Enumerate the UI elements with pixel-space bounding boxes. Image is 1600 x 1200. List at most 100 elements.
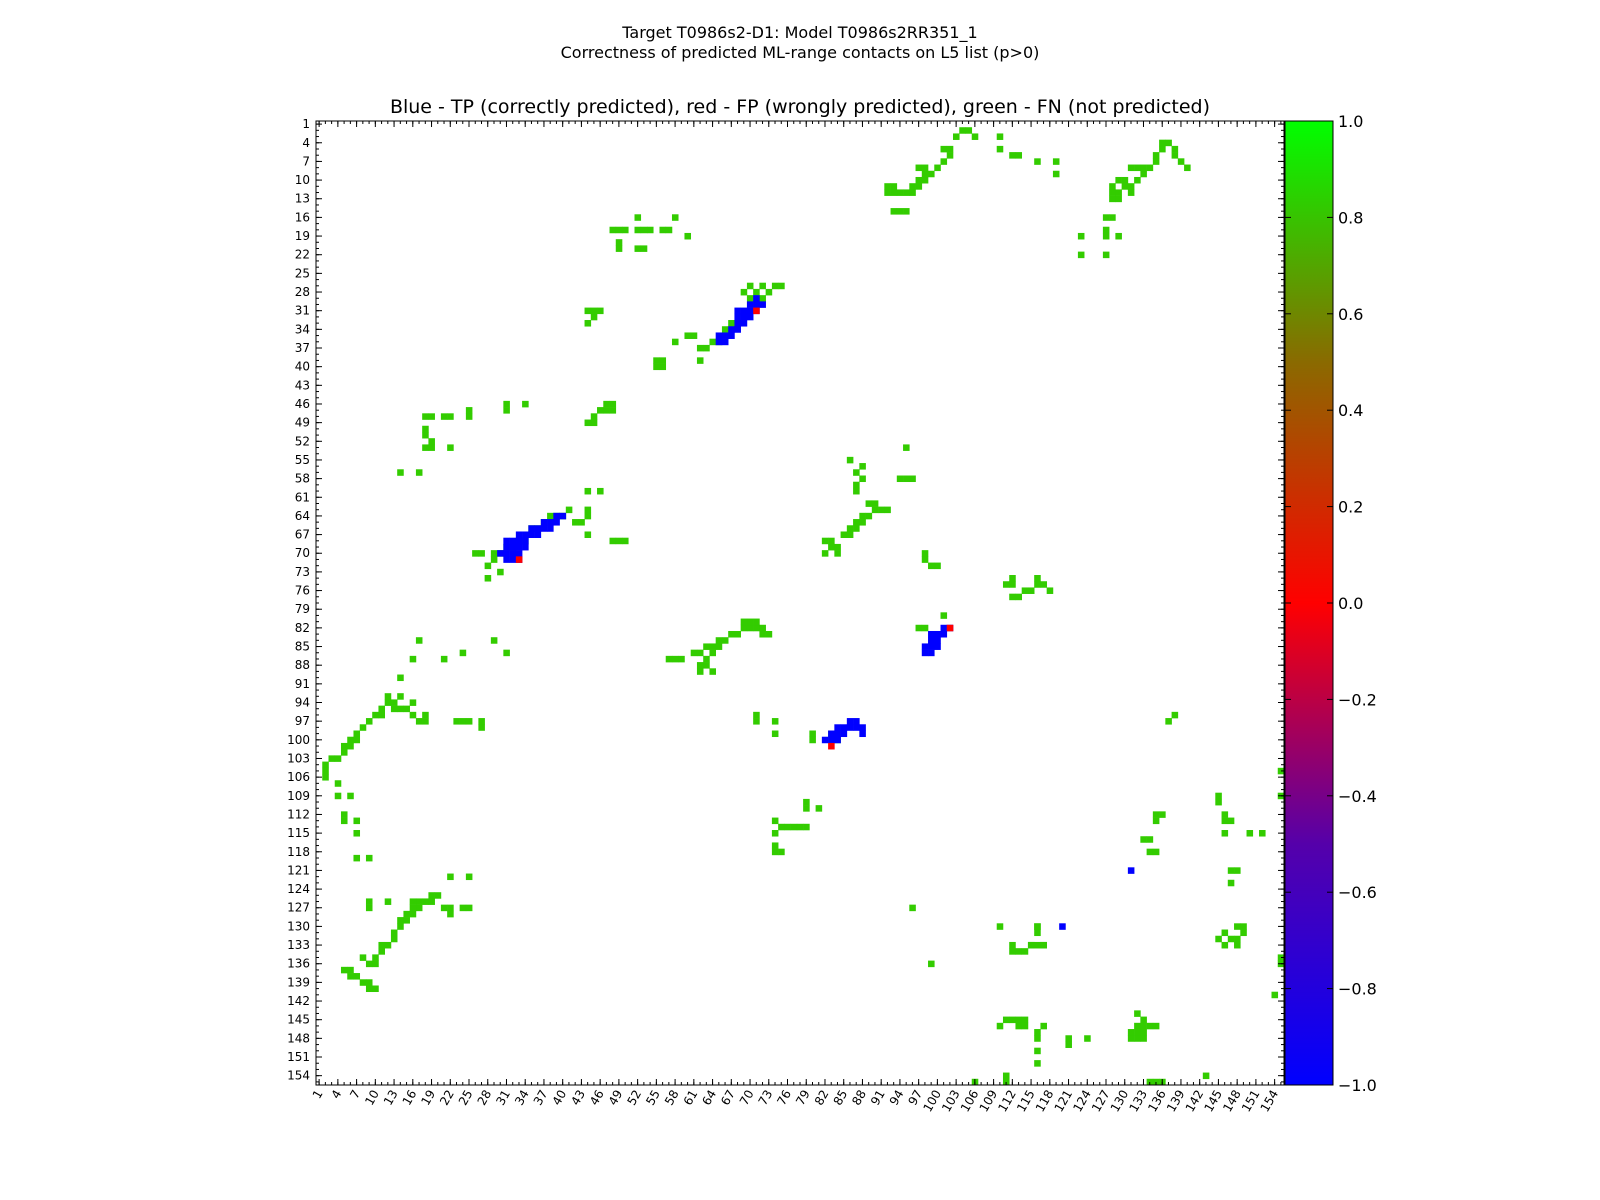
contact-cell-fn	[565, 506, 573, 514]
contact-cell-fn	[940, 145, 948, 153]
contact-cell-tp	[740, 313, 748, 321]
contact-cell-fn	[896, 475, 904, 483]
contact-cell-fn	[1140, 1035, 1147, 1042]
contact-cell-fn	[503, 649, 510, 657]
contact-cell-tp	[828, 730, 835, 738]
y-tick-label: 40	[295, 360, 310, 374]
contact-cell-fn	[484, 575, 492, 582]
contact-cell-fn	[322, 767, 329, 775]
contact-cell-tp	[728, 332, 735, 339]
contact-cell-fn	[353, 973, 361, 980]
contact-cell-fn	[497, 568, 504, 576]
contact-cell-fn	[584, 419, 592, 427]
y-tick-label: 64	[295, 509, 310, 523]
contact-cell-tp	[753, 295, 760, 302]
contact-cell-fn	[909, 475, 916, 483]
contact-cell-fn	[334, 780, 342, 787]
x-tick-label: 4	[329, 1088, 345, 1102]
contact-cell-fn	[1102, 251, 1110, 259]
contact-cell-fn	[615, 245, 623, 252]
contact-cell-fn	[1234, 923, 1241, 930]
contact-cell-fn	[584, 506, 592, 514]
contact-cell-fn	[740, 288, 748, 296]
contact-cell-fn	[678, 655, 685, 663]
contact-cell-fn	[828, 543, 835, 551]
x-tick-label: 1	[310, 1088, 326, 1102]
contact-cell-fn	[1134, 1010, 1141, 1017]
contact-cell-fn	[809, 736, 816, 744]
contact-cell-fn	[884, 183, 891, 190]
contact-cell-fn	[322, 774, 329, 781]
contact-cell-fn	[728, 630, 735, 638]
contact-cell-fn	[340, 811, 348, 818]
contact-cell-fn	[1034, 941, 1041, 949]
contact-cell-fn	[890, 183, 898, 190]
x-tick-label: 34	[512, 1088, 532, 1108]
y-tick-label: 142	[287, 994, 310, 1008]
contact-cell-tp	[522, 537, 529, 545]
contact-cell-fn	[921, 176, 929, 184]
contact-cell-fn	[478, 550, 485, 557]
contact-cell-fn	[434, 892, 442, 899]
contact-cell-fn	[996, 145, 1004, 153]
contact-cell-tp	[515, 537, 523, 545]
contact-cell-fn	[615, 226, 623, 234]
y-tick-label: 49	[295, 416, 310, 430]
contact-cell-fn	[740, 618, 748, 626]
contact-cell-fn	[640, 226, 648, 234]
contact-cell-fn	[384, 941, 392, 949]
contact-cell-tp	[846, 724, 854, 731]
contact-cell-tp	[503, 543, 510, 551]
contact-cell-fn	[809, 730, 816, 738]
x-tick-label: 130	[1108, 1088, 1132, 1115]
contact-cell-fn	[328, 755, 336, 762]
y-tick-label: 145	[287, 1013, 310, 1027]
contact-cell-fn	[422, 898, 429, 905]
contact-cell-fn	[828, 537, 835, 545]
contact-cell-fn	[1002, 1016, 1010, 1024]
y-tick-label: 154	[287, 1069, 310, 1083]
contact-cell-fn	[1134, 1029, 1141, 1036]
contact-cell-fn	[634, 214, 642, 221]
plot-area	[316, 121, 1284, 1085]
contact-cell-fn	[1127, 189, 1135, 196]
contact-cell-fn	[659, 226, 667, 234]
contact-cell-fn	[1152, 152, 1160, 159]
contact-cell-tp	[840, 730, 848, 738]
colorbar-tick-label: 1.0	[1338, 112, 1363, 131]
contact-cell-fn	[771, 842, 779, 849]
contact-cell-fn	[853, 525, 860, 532]
contact-cell-fn	[409, 655, 417, 663]
contact-cell-fn	[846, 456, 854, 464]
contact-cell-fn	[1221, 941, 1229, 949]
contact-cell-fn	[1140, 1016, 1147, 1024]
contact-cell-fn	[572, 519, 579, 526]
contact-cell-fn	[696, 649, 704, 657]
x-tick-label: 46	[587, 1088, 607, 1108]
contact-cell-fn	[946, 152, 954, 159]
figure-title-line-2: Correctness of predicted ML-range contac…	[560, 43, 1040, 62]
contact-cell-fn	[1015, 1022, 1023, 1030]
contact-cell-fn	[803, 823, 810, 831]
contact-cell-tp	[928, 637, 935, 644]
contact-cell-fn	[915, 164, 923, 172]
contact-cell-fn	[709, 668, 716, 675]
contact-cell-fn	[921, 624, 929, 632]
contact-cell-tp	[509, 537, 517, 545]
contact-cell-fn	[1034, 929, 1041, 937]
contact-cell-fn	[397, 693, 404, 700]
x-tick-label: 10	[362, 1088, 382, 1108]
y-tick-label: 82	[295, 621, 310, 635]
contact-cell-tp	[721, 338, 729, 346]
contact-cell-fn	[753, 288, 760, 296]
contact-cell-fn	[859, 463, 866, 470]
contact-cell-fn	[397, 917, 404, 924]
contact-cell-fn	[422, 718, 429, 725]
x-tick-label: 7	[347, 1088, 363, 1102]
contact-cell-fn	[447, 413, 454, 420]
contact-cell-fn	[522, 400, 529, 408]
colorbar-tick-label: 0.6	[1338, 305, 1363, 324]
contact-cell-tp	[928, 643, 935, 650]
contact-cell-fn	[447, 444, 454, 451]
